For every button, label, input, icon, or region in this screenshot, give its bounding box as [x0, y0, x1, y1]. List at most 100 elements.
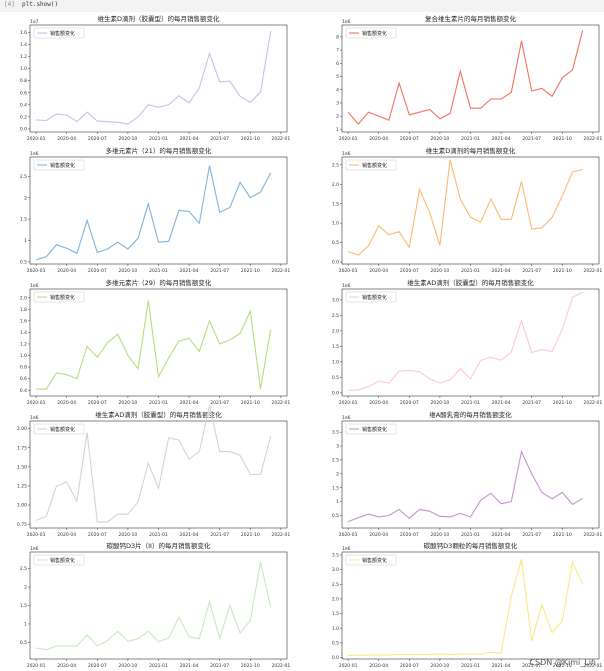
x-tick-label: 2021-01: [149, 268, 168, 274]
x-tick-label: 2021-07: [522, 400, 541, 406]
chart-panel-6: 维生素AD滴剂（胶囊型）的每月销售额变化 1e6 0.0 0.5 1.0 1.5 2.0 2.…: [332, 278, 603, 406]
chart-panel-3: 多维元素片（21）的每月销售额变化 1e6 0.5 1 1.5 2 2.5 2020-01 20…: [20, 146, 291, 274]
x-tick-label: 2021-04: [180, 136, 199, 142]
x-tick-label: 2021-01: [461, 532, 480, 538]
y-tick-label: 1.0: [332, 626, 339, 632]
chart-title: 多维元素片（21）的每月销售额变化: [106, 146, 212, 155]
y-tick-label: 0.5: [332, 240, 339, 246]
x-tick-label: 2021-07: [522, 663, 541, 669]
y-tick-label: 2.00: [17, 426, 27, 432]
legend-label: 销售额变化: [362, 426, 387, 433]
notebook-cell-bar: [4] plt.show(): [0, 0, 604, 12]
x-tick-label: 2020-10: [430, 532, 449, 538]
y-tick-label: 0.8: [20, 78, 27, 84]
x-tick-label: 2020-04: [369, 400, 388, 406]
y-tick-label: 1.0: [332, 359, 339, 365]
y-tick-label: 2.5: [20, 174, 27, 180]
y-tick-label: 1.0: [332, 221, 339, 227]
x-tick-label: 2020-07: [88, 663, 107, 669]
y-tick-label: 3.0: [332, 567, 339, 573]
y-tick-label: 2.5: [332, 313, 339, 319]
x-tick-label: 2022-01: [583, 532, 602, 538]
y-tick-label: 0.4: [20, 102, 27, 108]
y-tick-label: 0.6: [20, 376, 27, 382]
x-tick-label: 2020-07: [88, 400, 107, 406]
legend-label: 销售额变化: [50, 426, 75, 433]
x-tick-label: 2022-01: [271, 532, 290, 538]
series-line: [35, 165, 272, 261]
x-tick-label: 2020-04: [369, 268, 388, 274]
y-tick-label: 1.5: [332, 485, 339, 491]
chart-panel-2: 复合维生素片的每月销售额变化 1e6 1 2 3 4 5 6 7 8 2020-01 2020-04 2…: [336, 14, 602, 142]
x-tick-label: 2020-07: [400, 663, 419, 669]
x-tick-label: 2022-01: [583, 136, 602, 142]
x-tick-label: 2021-10: [553, 268, 572, 274]
axis-multiplier: 1e7: [30, 19, 39, 25]
series-line: [347, 449, 583, 523]
legend-box: [345, 554, 397, 566]
x-tick-label: 2020-07: [400, 400, 419, 406]
x-tick-label: 2020-10: [118, 400, 137, 406]
x-tick-label: 2020-01: [27, 136, 46, 142]
legend-label: 销售额变化: [50, 30, 75, 37]
x-tick-label: 2022-01: [583, 400, 602, 406]
legend-box: [33, 554, 85, 566]
legend-box: [345, 159, 397, 171]
x-tick-label: 2020-01: [27, 532, 46, 538]
legend: 销售额变化: [33, 27, 85, 39]
x-tick-label: 2020-04: [369, 136, 388, 142]
axis-multiplier: 1e6: [30, 151, 39, 157]
x-tick-label: 2020-01: [339, 268, 358, 274]
legend: 销售额变化: [33, 159, 85, 171]
axis-multiplier: 1e6: [342, 151, 351, 157]
chart-title: 维A酸乳膏的每月销售额变化: [429, 410, 512, 419]
y-tick-label: 0.8: [20, 365, 27, 371]
x-tick-label: 2020-01: [339, 400, 358, 406]
y-tick-label: 1.8: [20, 307, 27, 313]
series-line: [35, 405, 272, 523]
x-tick-label: 2021-01: [149, 136, 168, 142]
x-tick-label: 2020-01: [339, 136, 358, 142]
y-tick-label: 0.0: [332, 655, 339, 661]
chart-title: 多维元素片（29）的每月销售额变化: [106, 278, 212, 287]
axis-multiplier: 1e6: [342, 283, 351, 289]
y-tick-label: 0.5: [332, 513, 339, 519]
x-tick-label: 2021-01: [149, 400, 168, 406]
legend-box: [345, 423, 397, 435]
y-tick-label: 2: [24, 585, 27, 591]
x-tick-label: 2021-10: [241, 400, 260, 406]
x-tick-label: 2020-07: [400, 532, 419, 538]
y-tick-label: 3.5: [332, 553, 339, 559]
x-tick-label: 2020-04: [57, 663, 76, 669]
y-tick-label: 1.50: [17, 464, 27, 470]
y-tick-label: 8: [336, 34, 339, 40]
legend: 销售额变化: [345, 554, 397, 566]
y-tick-label: 0.0: [332, 260, 339, 266]
chart-panel-7: 维生素AD滴剂（胶囊型）的每月销售额变化 1e6 0.75 1.00 1.25 1.50 1…: [17, 405, 290, 538]
axes-frame: [341, 420, 600, 529]
x-tick-label: 2021-07: [210, 532, 229, 538]
x-tick-label: 2021-04: [180, 663, 199, 669]
x-tick-label: 2020-07: [88, 532, 107, 538]
y-tick-label: 0.5: [332, 640, 339, 646]
series-line: [36, 30, 272, 125]
axes-frame: [341, 288, 600, 397]
y-tick-label: 1.0: [20, 353, 27, 359]
y-tick-label: 1.0: [20, 66, 27, 72]
legend: 销售额变化: [345, 423, 397, 435]
legend-box: [33, 27, 85, 39]
series-line: [35, 561, 272, 651]
x-tick-label: 2021-01: [461, 268, 480, 274]
y-tick-label: 1.5: [332, 201, 339, 207]
x-tick-label: 2022-01: [583, 663, 602, 669]
y-tick-label: 2: [336, 114, 339, 120]
x-tick-label: 2020-01: [27, 268, 46, 274]
axis-multiplier: 1e6: [30, 546, 39, 552]
legend-box: [33, 291, 85, 303]
chart-title: 碳酸钙D3颗粒的每月销售额变化: [424, 541, 518, 550]
x-tick-label: 2022-01: [271, 268, 290, 274]
chart-panel-8: 维A酸乳膏的每月销售额变化 1e6 0.5 1 1.5 2 2.5 3 3.5 2020-01 20…: [332, 410, 603, 538]
x-tick-label: 2021-01: [149, 532, 168, 538]
x-tick-label: 2021-07: [210, 136, 229, 142]
y-tick-label: 1.2: [20, 342, 27, 348]
